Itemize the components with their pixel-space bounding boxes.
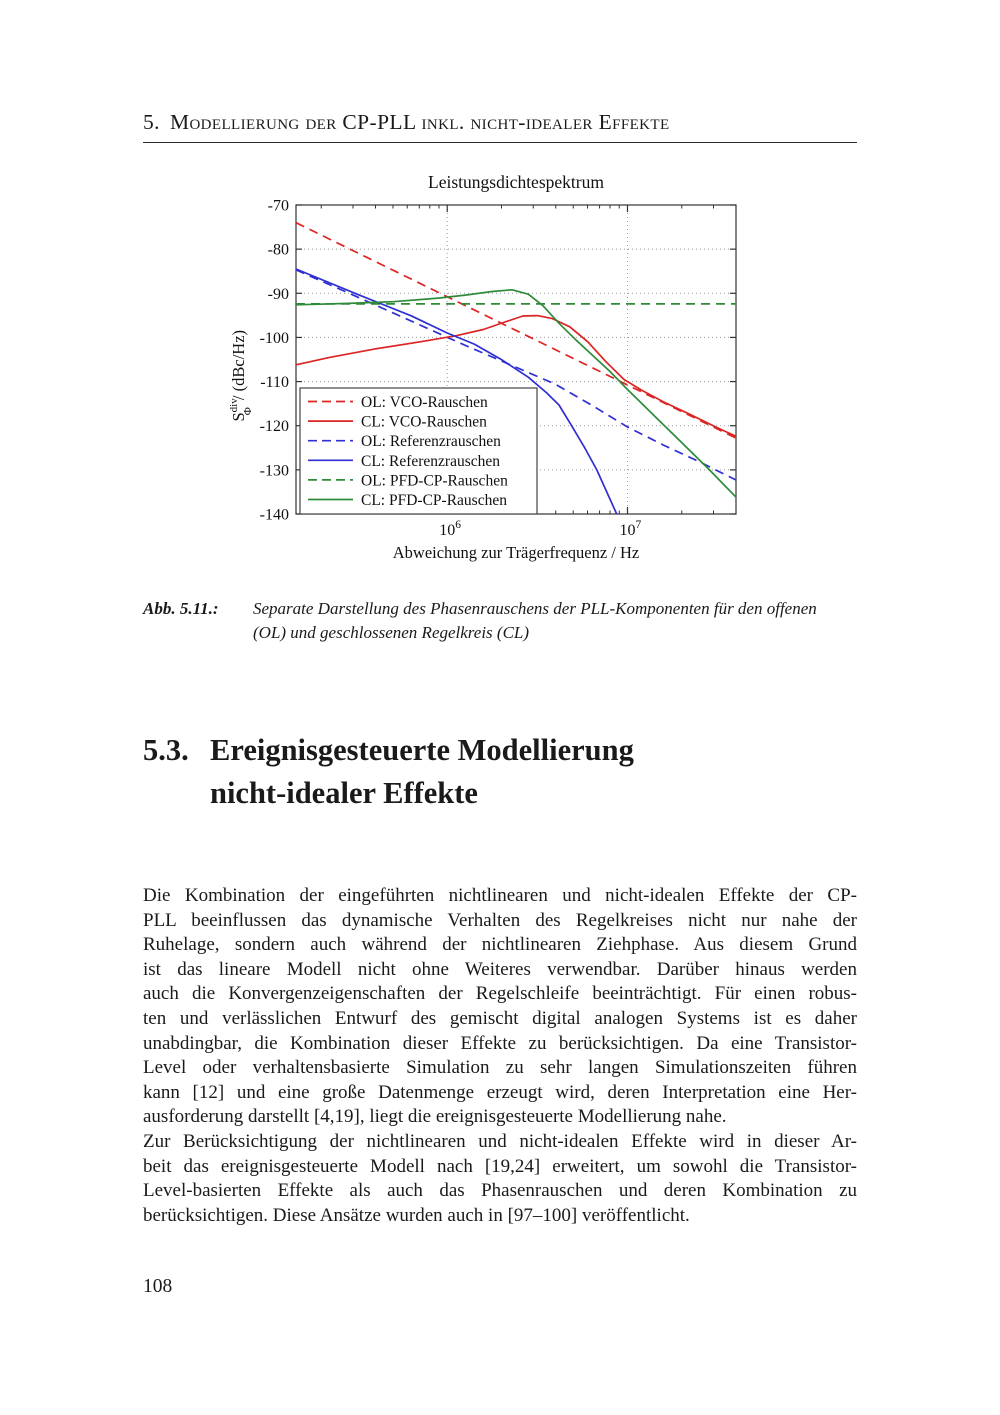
figure-caption-line: Separate Darstellung des Phasenrauschens…: [253, 599, 817, 618]
y-tick-label: -120: [260, 418, 289, 435]
body-line: ausforderung darstellt [4,19], liegt die…: [143, 1106, 727, 1128]
chapter-title: Modellierung der CP-PLL inkl. nicht-idea…: [169, 110, 670, 134]
x-tick-label: 106: [439, 519, 461, 539]
body-line: kann [12] und eine große Datenmenge erze…: [143, 1081, 857, 1103]
body-line: PLL beeinflussen das dynamische Verhalte…: [143, 909, 857, 931]
y-tick-label: -80: [268, 242, 289, 259]
body-line: ist das lineare Modell nicht ohne Weiter…: [143, 958, 857, 980]
page-number: 108: [143, 1276, 173, 1297]
y-tick-label: -110: [260, 374, 289, 391]
section-title: Ereignisgesteuerte Modellierung nicht-id…: [210, 733, 634, 810]
body-line: Level-basierten Effekte als auch das Pha…: [143, 1180, 857, 1202]
series-cl-pfd-cp-rauschen: [295, 288, 737, 498]
figure-caption-label: Abb. 5.11.:: [143, 599, 219, 618]
body-line: ten und verlässlichen Entwurf des gemisc…: [143, 1007, 857, 1029]
body-line: Ruhelage, sondern auch während der nicht…: [143, 934, 857, 956]
chapter-number: 5.: [143, 110, 160, 134]
y-tick-label: -100: [260, 330, 289, 347]
body-line: beit das ereignisgesteuerte Modell nach …: [143, 1155, 857, 1177]
legend-label: CL: PFD-CP-Rauschen: [361, 492, 507, 509]
legend-label: OL: VCO-Rauschen: [361, 394, 488, 411]
body-line: unabdingbar, die Kombination dieser Effe…: [143, 1032, 857, 1054]
figure-caption-line: (OL) und geschlossenen Regelkreis (CL): [253, 622, 530, 642]
running-header: 5. Modellierung der CP-PLL inkl. nicht-id…: [143, 110, 857, 143]
body-line: Zur Berücksichtigung der nichtlinearen u…: [143, 1130, 857, 1152]
section-number: 5.3.: [143, 733, 189, 767]
body-line: Die Kombination der eingeführten nichtli…: [143, 885, 857, 906]
body-line: Level oder verhaltensbasierte Simulation…: [143, 1057, 857, 1079]
y-tick-label: -130: [260, 462, 289, 479]
figure-caption: Abb. 5.11.: Separate Darstellung des Pha…: [143, 597, 857, 644]
legend-label: OL: Referenzrauschen: [361, 433, 501, 450]
series-cl-vco-rauschen: [295, 314, 737, 438]
body-text: Die Kombination der eingeführten nichtli…: [143, 884, 857, 1228]
phase-noise-chart: Leistungsdichtespektrum -70 -80 -90 -100 -110…: [230, 172, 737, 562]
section-heading: 5.3. Ereignisgesteuerte Modellierung nic…: [143, 729, 903, 815]
body-line: berücksichtigen. Diese Ansätze wurden au…: [143, 1204, 690, 1226]
y-tick-label: -70: [268, 198, 289, 215]
x-axis-label: Abweichung zur Trägerfrequenz / Hz: [393, 543, 640, 562]
y-tick-label: -140: [260, 507, 289, 524]
x-tick-label: 107: [619, 519, 641, 539]
legend-label: OL: PFD-CP-Rauschen: [361, 472, 508, 489]
chart-title: Leistungsdichtespektrum: [428, 172, 604, 192]
body-line: auch die Konvergenzeigenschaften der Reg…: [143, 983, 857, 1005]
series-cl-referenzrauschen: [295, 268, 618, 515]
legend-box: [299, 387, 538, 515]
series-ol-referenzrauschen: [295, 269, 737, 481]
legend-label: CL: VCO-Rauschen: [361, 414, 487, 431]
y-axis-label: Sdiv Φ / (dBc/Hz): [230, 330, 254, 422]
legend-label: CL: Referenzrauschen: [361, 453, 500, 470]
y-tick-label: -90: [268, 286, 289, 303]
